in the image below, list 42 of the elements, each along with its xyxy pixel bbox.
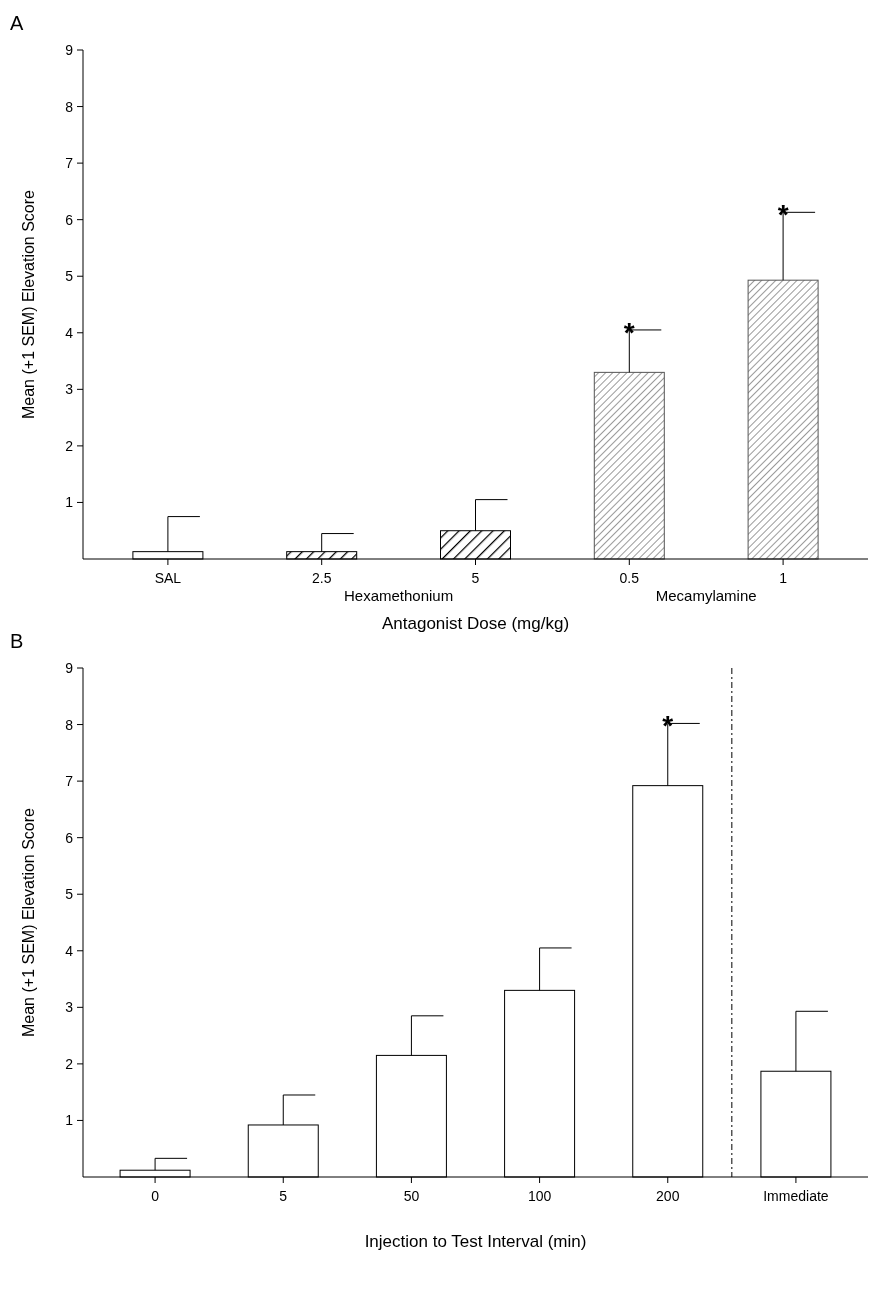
y-axis-title: Mean (+1 SEM) Elevation Score <box>20 807 37 1037</box>
y-tick-label: 3 <box>65 381 74 398</box>
y-tick-label: 5 <box>65 886 74 903</box>
y-tick-label: 8 <box>65 98 74 115</box>
y-axis-title: Mean (+1 SEM) Elevation Score <box>20 189 37 419</box>
y-tick-label: 6 <box>65 211 74 228</box>
bar <box>593 371 665 560</box>
y-tick-label: 9 <box>65 42 74 58</box>
x-tick-label: 0.5 <box>619 570 640 586</box>
bar <box>747 279 819 560</box>
y-tick-label: 4 <box>65 324 74 341</box>
x-tick-label: 0 <box>151 1188 160 1204</box>
x-tick-label: 5 <box>279 1188 288 1204</box>
y-tick-label: 7 <box>65 773 74 790</box>
x-tick-label: 200 <box>656 1188 680 1204</box>
x-tick-label: 100 <box>527 1188 552 1204</box>
x-tick-label: Immediate <box>763 1188 829 1204</box>
y-tick-label: 7 <box>65 155 74 172</box>
y-tick-label: 4 <box>65 942 74 959</box>
x-tick-label: 1 <box>779 570 788 586</box>
y-tick-label: 2 <box>65 437 74 454</box>
y-tick-label: 1 <box>65 1112 74 1129</box>
chart-title: B <box>10 630 24 652</box>
y-tick-label: 3 <box>65 999 74 1016</box>
y-tick-label: 1 <box>65 494 74 511</box>
x-tick-label: SAL <box>154 570 182 586</box>
x-tick-label: 5 <box>471 570 480 586</box>
x-tick-label: 2.5 <box>311 570 332 586</box>
y-tick-label: 9 <box>65 660 74 676</box>
annotation: * <box>623 316 635 348</box>
y-tick-label: 5 <box>65 268 74 285</box>
annotation: * <box>662 710 674 742</box>
y-tick-label: 8 <box>65 716 74 733</box>
x-axis-title: Injection to Test Interval (min) <box>364 1232 587 1251</box>
text: Hexamethonium <box>343 587 454 604</box>
text: Mecamylamine <box>655 587 757 604</box>
annotation: * <box>777 199 789 231</box>
x-tick-label: 50 <box>403 1188 420 1204</box>
x-axis-title: Antagonist Dose (mg/kg) <box>381 614 570 633</box>
chart-title: A <box>10 12 24 34</box>
y-tick-label: 6 <box>65 829 74 846</box>
y-tick-label: 2 <box>65 1055 74 1072</box>
